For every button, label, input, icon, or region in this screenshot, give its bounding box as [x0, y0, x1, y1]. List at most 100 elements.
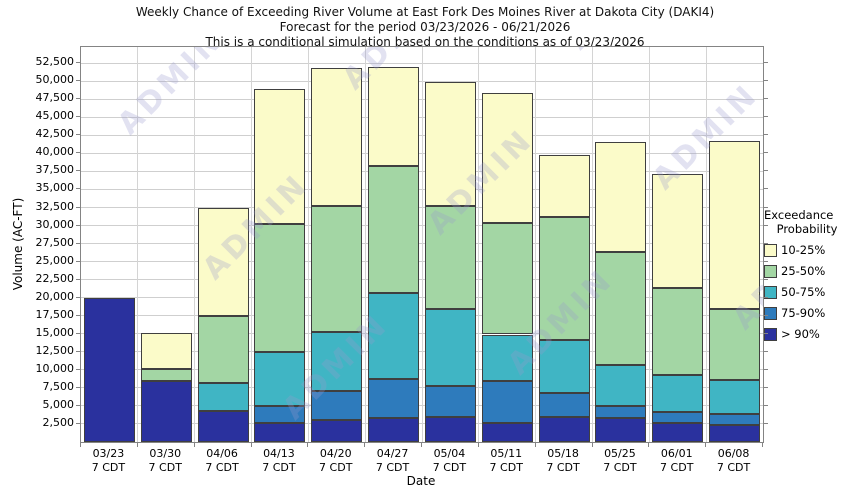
bar-segment-06/08-> 90% [709, 424, 761, 442]
y-tick-mark-right [764, 134, 768, 136]
bar-segment-04/20-25-50% [311, 206, 363, 333]
bar-segment-05/25-50-75% [595, 364, 647, 406]
y-tick-mark-right [764, 170, 768, 172]
y-tick-mark-right [764, 314, 768, 316]
y-tick-mark-left [76, 80, 80, 82]
y-tick-mark-right [764, 242, 768, 244]
bar-segment-04/13-50-75% [254, 351, 306, 406]
y-tick-mark-right [764, 350, 768, 352]
y-tick-label: 17,500 [35, 307, 75, 321]
x-tick-time: 7 CDT [489, 461, 523, 474]
x-tick-time: 7 CDT [432, 461, 467, 474]
y-tick-mark-left [76, 296, 80, 298]
y-tick-label: 22,500 [35, 271, 75, 285]
y-tick-mark-left [76, 152, 80, 154]
legend-swatch-icon [764, 285, 777, 299]
bar-segment-06/01-50-75% [652, 374, 704, 413]
bar-segment-06/01-75-90% [652, 412, 704, 423]
gridline-vertical [251, 47, 252, 442]
y-tick-mark-right [764, 332, 768, 334]
y-tick-mark-left [76, 386, 80, 388]
gridline-vertical [364, 47, 366, 442]
y-tick-mark-left [76, 188, 80, 190]
bar-segment-04/13-10-25% [254, 89, 306, 225]
y-tick-mark-right [764, 224, 768, 226]
x-tick-time: 7 CDT [319, 461, 353, 474]
y-tick-label: 10,000 [35, 361, 75, 375]
y-tick-mark-left [76, 332, 80, 334]
x-tick-mark [648, 443, 650, 447]
y-tick-label: 30,000 [35, 217, 75, 231]
y-tick-mark-right [764, 80, 768, 82]
legend-item-label: 50-75% [781, 285, 826, 299]
bar-segment-06/08-25-50% [709, 308, 761, 380]
bar-segment-03/23-> 90% [83, 297, 135, 442]
gridline-vertical [648, 47, 650, 442]
x-tick-mark [477, 443, 479, 447]
y-tick-mark-right [764, 152, 768, 154]
bar-segment-06/01-25-50% [652, 288, 704, 375]
x-tick-date: 04/13 [263, 447, 295, 460]
x-tick-date: 03/23 [92, 447, 125, 460]
bar-segment-05/04-75-90% [424, 385, 476, 418]
x-tick-label: 04/20 7 CDT [307, 447, 364, 475]
bar-segment-05/18-75-90% [538, 392, 590, 418]
legend: Exceedance Probability 10-25% 25-50% 50-75… [764, 208, 850, 341]
x-tick-mark [136, 443, 138, 447]
x-tick-time: 7 CDT [91, 461, 126, 474]
gridline-vertical [137, 47, 139, 442]
y-tick-label: 15,000 [35, 325, 75, 339]
bar-segment-05/18-50-75% [538, 340, 590, 393]
x-tick-mark [307, 443, 309, 447]
x-tick-date: 05/18 [547, 447, 579, 460]
gridline-vertical [421, 47, 423, 442]
bar-segment-05/25-> 90% [595, 418, 647, 442]
y-tick-mark-right [764, 62, 768, 64]
bar-segment-05/18-> 90% [538, 417, 590, 442]
x-tick-mark [193, 443, 195, 447]
bar-segment-04/20-75-90% [311, 390, 363, 420]
y-tick-label: 45,000 [35, 109, 75, 123]
y-tick-mark-left [76, 278, 80, 280]
y-tick-mark-right [764, 386, 768, 388]
legend-item: > 90% [764, 327, 850, 341]
legend-item-label: 10-25% [781, 243, 826, 257]
bar-segment-06/01-> 90% [652, 422, 704, 442]
y-tick-mark-right [764, 296, 768, 298]
x-tick-time: 7 CDT [546, 461, 580, 474]
legend-swatch-icon [764, 243, 777, 257]
x-tick-time: 7 CDT [262, 461, 296, 474]
y-tick-mark-left [76, 206, 80, 208]
bar-segment-06/08-75-90% [709, 413, 761, 425]
bar-segment-05/04-25-50% [424, 206, 476, 309]
x-tick-date: 06/08 [717, 447, 750, 460]
y-tick-mark-left [76, 62, 80, 64]
y-tick-mark-left [76, 350, 80, 352]
y-tick-mark-right [764, 368, 768, 370]
y-tick-mark-right [764, 116, 768, 118]
y-tick-label: 40,000 [35, 145, 75, 159]
y-tick-label: 32,500 [35, 199, 75, 213]
plot-area: ADMINADMINADMINADMINADMINADMINADMINADMIN… [80, 46, 764, 443]
x-tick-time: 7 CDT [716, 461, 751, 474]
y-tick-mark-right [764, 404, 768, 406]
y-tick-mark-left [76, 224, 80, 226]
y-tick-mark-right [764, 422, 768, 424]
x-tick-label: 04/13 7 CDT [251, 447, 308, 475]
y-tick-mark-left [76, 98, 80, 100]
y-tick-mark-right [764, 278, 768, 280]
bar-segment-05/04-> 90% [424, 417, 476, 442]
legend-title-line2: Probability [776, 222, 838, 236]
watermark-text: ADMIN [561, 47, 681, 57]
bar-segment-05/25-75-90% [595, 405, 647, 419]
y-tick-label: 20,000 [35, 289, 75, 303]
bar-segment-04/06-50-75% [197, 382, 249, 411]
x-tick-label: 06/08 7 CDT [705, 447, 762, 475]
gridline-vertical [194, 47, 196, 442]
bar-segment-04/13-> 90% [254, 422, 306, 442]
bar-segment-05/25-10-25% [595, 141, 647, 253]
x-tick-time: 7 CDT [375, 461, 410, 474]
x-tick-mark [364, 443, 366, 447]
bar-segment-05/11-75-90% [481, 381, 533, 423]
